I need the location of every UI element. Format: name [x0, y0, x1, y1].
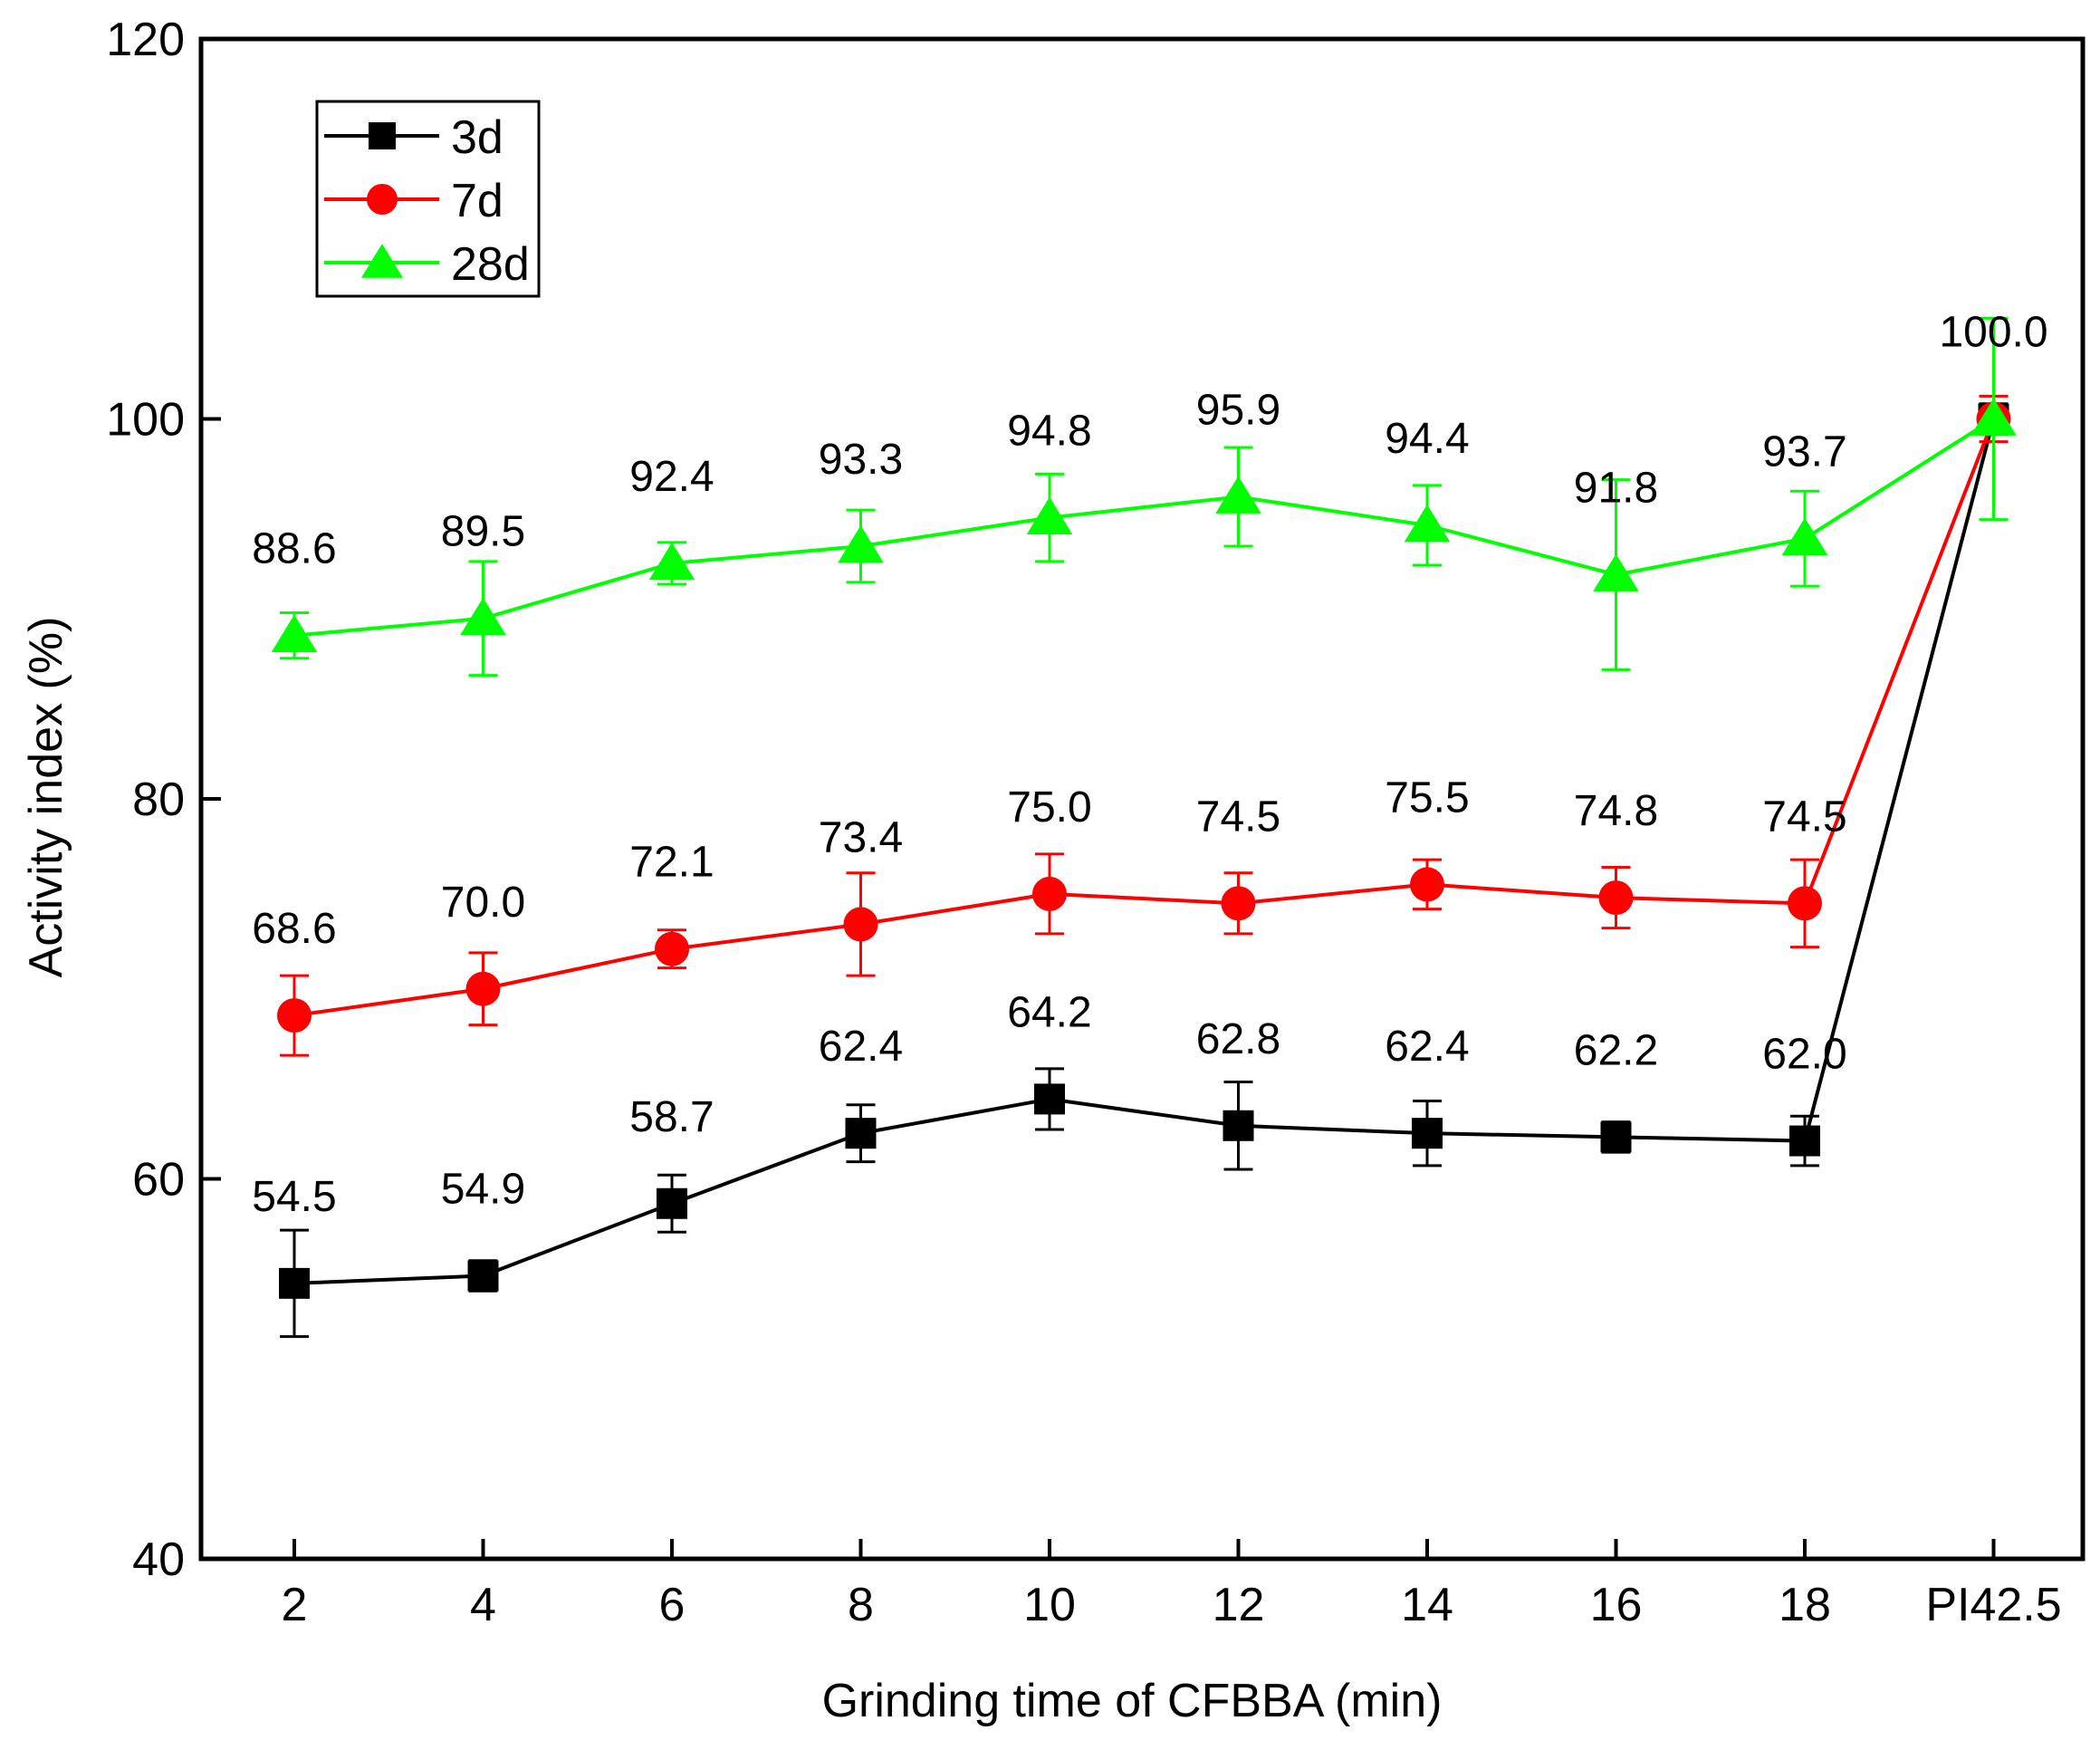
x-tick-label: 2: [282, 1579, 308, 1631]
data-point-28d: [1593, 553, 1639, 591]
data-label-28d: 94.4: [1385, 415, 1469, 463]
series-line-3d: [293, 418, 1996, 1285]
data-point-7d: [1221, 886, 1256, 921]
data-point-7d: [1598, 880, 1634, 916]
data-point-3d: [279, 1267, 310, 1299]
data-label-28d: 93.7: [1762, 428, 1846, 476]
data-label-28d: 91.8: [1574, 464, 1658, 512]
data-labels-layer: 54.5 54.9 58.7 62.4 64.2 62.8 62.4 62.2 62.0 68.6…: [252, 309, 2047, 1221]
data-point-7d: [843, 907, 878, 942]
legend: 3d 7d 28d: [315, 100, 541, 298]
data-label-3d: 62.0: [1762, 1031, 1846, 1079]
y-tick-label: 120: [106, 14, 185, 66]
data-label-7d: 75.0: [1007, 783, 1091, 832]
data-point-28d: [271, 614, 318, 653]
data-point-7d: [465, 971, 501, 1006]
data-label-3d: 54.5: [252, 1173, 336, 1221]
axes-layer: 40 60 80 100 120 2 4 6 8 10 12 14 16 18 PI42.5: [106, 14, 2086, 1631]
data-label-7d: 75.5: [1385, 774, 1469, 822]
legend-label: 7d: [451, 175, 503, 227]
data-label-7d: 74.5: [1196, 793, 1280, 841]
data-point-3d: [657, 1187, 687, 1219]
x-tick-label: 10: [1023, 1579, 1076, 1631]
data-point-28d: [1781, 517, 1828, 556]
data-label-28d: 93.3: [819, 436, 903, 484]
series-layer: [271, 316, 2017, 1339]
data-label-3d: 64.2: [1007, 988, 1091, 1036]
data-label-7d: 73.4: [819, 813, 903, 861]
data-point-28d: [1026, 496, 1073, 534]
x-tick-label: 14: [1401, 1579, 1453, 1631]
data-point-7d: [1032, 876, 1067, 911]
data-label-3d: 62.4: [1385, 1023, 1469, 1071]
x-tick-label: 16: [1590, 1579, 1643, 1631]
data-point-3d: [1223, 1110, 1254, 1141]
data-point-3d: [845, 1118, 877, 1149]
legend-entry-3d: 3d: [324, 111, 503, 164]
data-label-28d: 94.8: [1007, 408, 1091, 456]
data-point-28d: [1404, 504, 1451, 543]
series-7d: [277, 394, 2011, 1057]
legend-marker: [367, 184, 398, 215]
data-point-7d: [655, 931, 689, 966]
data-label-3d: 58.7: [629, 1093, 714, 1141]
y-tick-label: 100: [106, 394, 185, 447]
data-point-7d: [1410, 867, 1444, 902]
data-point-3d: [467, 1260, 499, 1292]
x-tick-label: 6: [659, 1579, 686, 1631]
data-label-7d: 70.0: [441, 879, 525, 927]
data-label-28d: 88.6: [252, 525, 336, 573]
legend-marker: [360, 244, 404, 278]
data-label-3d: 62.4: [819, 1023, 903, 1071]
legend-entry-28d: 28d: [324, 238, 530, 291]
data-label-7d: 74.8: [1574, 787, 1658, 835]
data-label-3d: 62.2: [1574, 1026, 1658, 1074]
data-label-28d: 89.5: [441, 508, 525, 556]
data-point-3d: [1789, 1125, 1820, 1157]
data-label-7d: 68.6: [252, 905, 336, 953]
data-point-28d: [838, 525, 884, 563]
data-point-3d: [1034, 1083, 1065, 1115]
legend-entry-7d: 7d: [324, 175, 503, 227]
data-point-7d: [277, 998, 312, 1033]
y-tick-label: 60: [132, 1154, 185, 1206]
series-3d: [279, 402, 2009, 1339]
data-point-28d: [1971, 398, 2017, 436]
legend-label: 3d: [451, 111, 503, 164]
data-label-7d: 74.5: [1762, 793, 1846, 841]
series-line-7d: [293, 418, 1996, 1018]
x-tick-label: 12: [1213, 1579, 1265, 1631]
x-tick-label: PI42.5: [1925, 1579, 2061, 1631]
series-line-28d: [293, 417, 1995, 638]
data-label-3d: 62.8: [1196, 1015, 1280, 1063]
x-tick-label: 8: [848, 1579, 874, 1631]
x-tick-label: 18: [1779, 1579, 1831, 1631]
y-tick-label: 40: [132, 1533, 185, 1586]
legend-marker: [369, 122, 396, 149]
data-label-28d: 95.9: [1196, 386, 1280, 434]
series-28d: [271, 316, 2017, 678]
data-label-7d: 72.1: [629, 839, 714, 887]
x-tick-label: 4: [470, 1579, 496, 1631]
x-axis-title: Grinding time of CFBBA (min): [822, 1675, 1443, 1727]
data-label-7d: 100.0: [1939, 309, 2047, 357]
legend-label: 28d: [451, 238, 530, 291]
data-label-3d: 54.9: [441, 1165, 525, 1213]
y-tick-label: 80: [132, 774, 185, 826]
y-axis-title: Activity index (%): [20, 617, 72, 978]
data-label-28d: 92.4: [629, 453, 714, 501]
data-point-3d: [1412, 1118, 1443, 1149]
data-point-28d: [460, 597, 506, 636]
data-point-28d: [1215, 476, 1261, 514]
data-point-28d: [648, 542, 695, 581]
data-point-7d: [1788, 886, 1822, 921]
data-point-3d: [1600, 1121, 1632, 1153]
